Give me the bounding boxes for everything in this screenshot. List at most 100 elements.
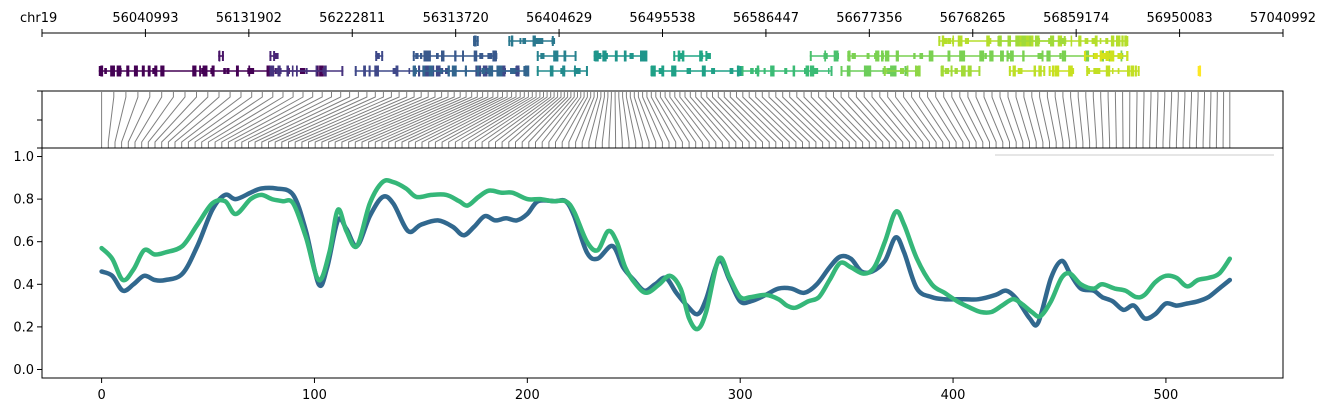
link-line [288, 91, 392, 148]
gene-exon [235, 65, 239, 77]
link-line [601, 91, 609, 148]
gene-exon [473, 35, 477, 47]
link-line [755, 91, 803, 148]
gene-exon [98, 66, 101, 76]
gene-exon [454, 50, 457, 62]
gene-exon [1063, 36, 1066, 46]
gene-exon [576, 68, 581, 74]
link-line [1070, 91, 1077, 148]
link-line [568, 91, 592, 148]
link-line [1175, 91, 1179, 148]
link-line [967, 91, 990, 148]
gene-exon [1029, 35, 1032, 47]
gene-exon [392, 68, 397, 74]
link-line [1092, 91, 1097, 148]
gene-exon [830, 66, 833, 76]
link-line [637, 91, 657, 148]
gene-exon [1126, 51, 1129, 61]
gene-exon [1093, 53, 1098, 59]
link-line [618, 91, 623, 148]
gene-exon [295, 65, 298, 77]
gene-exon [126, 65, 130, 77]
gene-exon [1022, 35, 1025, 47]
gene-exon [954, 68, 957, 74]
gene-exon [441, 50, 445, 62]
gene-exon [951, 38, 955, 44]
gene-exon [661, 65, 664, 77]
gene-exon [1093, 68, 1098, 74]
gene-exon [1070, 35, 1073, 47]
link-line [625, 91, 637, 148]
gene-exon [840, 66, 843, 76]
link-line [341, 91, 449, 148]
gene-exon [476, 36, 479, 46]
gene-exon [1094, 35, 1098, 47]
link-line [975, 91, 997, 148]
gene-exon [152, 68, 157, 74]
x-tick-label: 200 [515, 388, 540, 403]
gene [412, 50, 498, 62]
gene-exon [640, 50, 644, 62]
gene-exon [266, 65, 269, 77]
gene-exon [147, 65, 151, 77]
gene-exon [1084, 38, 1089, 44]
gene-exon [1105, 38, 1109, 44]
gene-exon [706, 53, 711, 59]
x-tick-label: 500 [1154, 388, 1179, 403]
gene-exon [846, 65, 851, 77]
link-line [294, 91, 400, 148]
gene-exon [882, 53, 884, 59]
link-line [1107, 91, 1111, 148]
gene-exon [741, 66, 744, 76]
gene-exon [269, 51, 272, 61]
genome-tick-label: 56131902 [216, 11, 282, 26]
genome-tick-label: 56768265 [940, 11, 1006, 26]
gene-exon [813, 68, 819, 74]
link-line [575, 91, 595, 148]
link-line [895, 91, 930, 148]
link-line [684, 91, 723, 148]
link-line [633, 91, 650, 148]
link-line [679, 91, 717, 148]
gene-exon [412, 51, 415, 61]
gene-exon [851, 53, 856, 59]
gene [269, 65, 344, 77]
link-line [187, 91, 253, 148]
link-line [214, 91, 294, 148]
link-line [1182, 91, 1186, 148]
link-line [840, 91, 884, 148]
link-line [361, 91, 467, 148]
link-line [181, 91, 242, 148]
link-line [561, 91, 588, 148]
gene-exon [428, 65, 432, 77]
gene-exon [886, 50, 890, 62]
gene-exon [1000, 50, 1004, 62]
link-line [314, 91, 422, 148]
link-line [622, 91, 630, 148]
gene-exon [883, 66, 886, 76]
link-line [803, 91, 850, 148]
gene [508, 35, 556, 47]
link-line [1202, 91, 1205, 148]
y-tick-label: 0.2 [13, 320, 34, 335]
gene-track: chr19 56040993 56131902 56222811 56313720 56… [20, 11, 1316, 77]
gene-exon [488, 65, 494, 77]
gene-exon [1007, 35, 1012, 47]
link-line [833, 91, 877, 148]
gene [269, 51, 279, 61]
gene-exon [553, 50, 556, 62]
gene-exon [447, 65, 450, 77]
gene-exon [1008, 66, 1011, 76]
gene-exon [1037, 53, 1043, 59]
link-line [729, 91, 777, 148]
link-line [468, 91, 541, 148]
gene [473, 35, 479, 47]
gene-exon [1086, 66, 1089, 76]
gene-exon [804, 68, 808, 74]
gene-exon [947, 50, 951, 62]
link-line [248, 91, 342, 148]
gene-exon [1062, 53, 1067, 59]
gene-exon [1033, 65, 1037, 77]
gene-exon [961, 65, 966, 77]
